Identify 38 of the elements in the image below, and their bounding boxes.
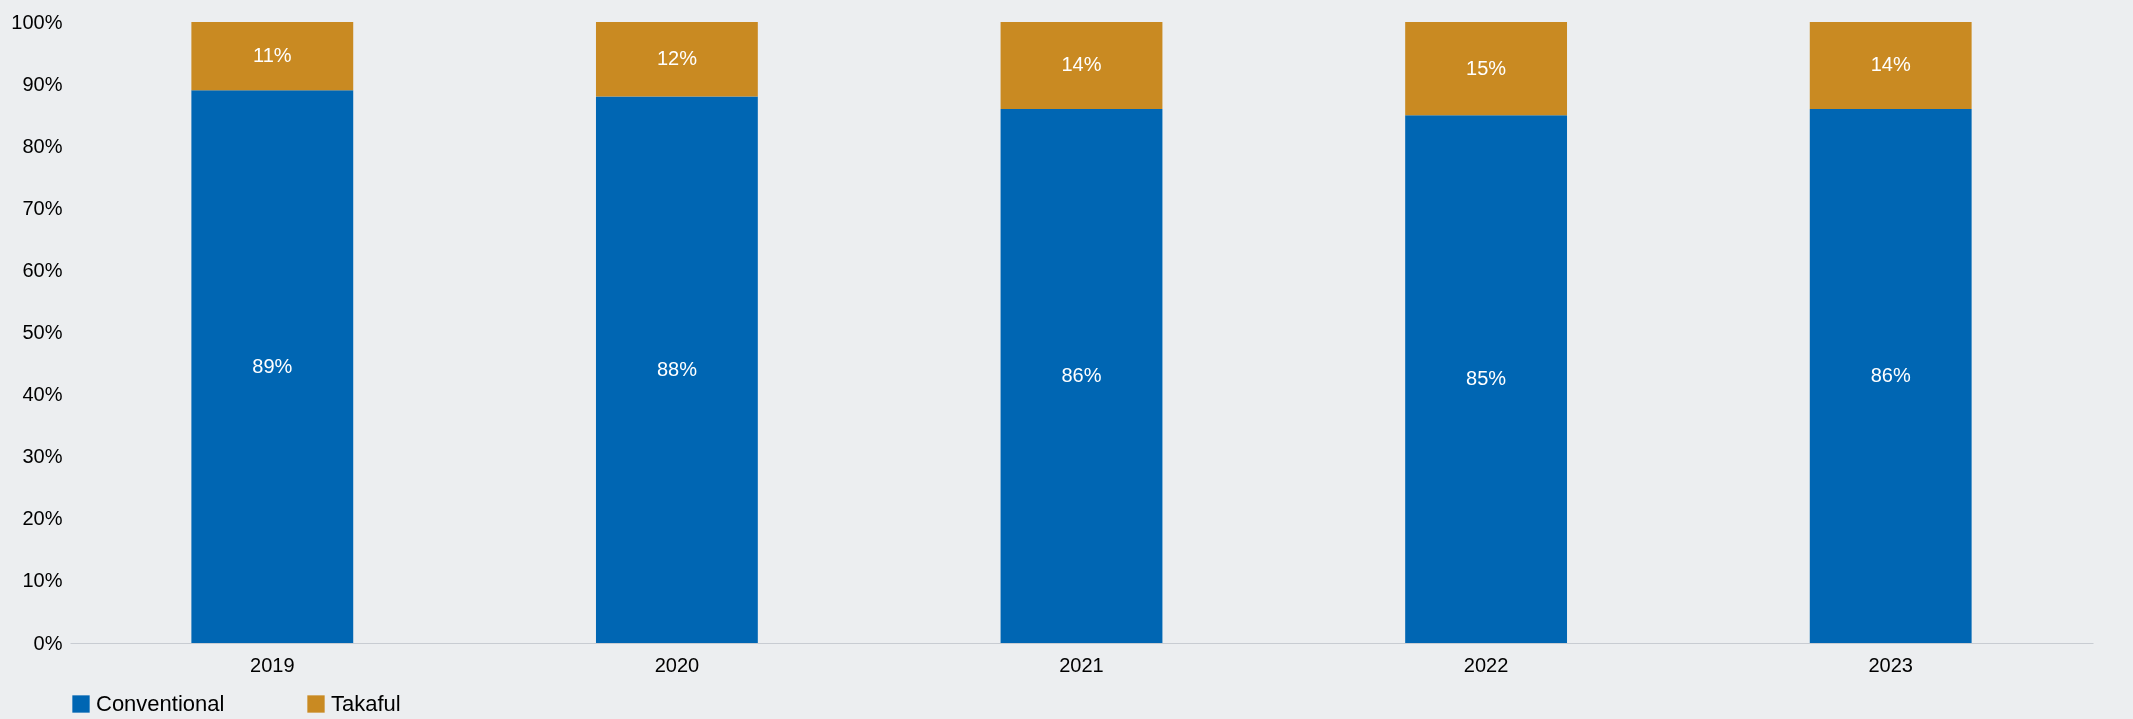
y-tick-label: 40% xyxy=(22,383,63,406)
data-label: 88% xyxy=(656,357,698,380)
y-tick-label: 60% xyxy=(22,258,63,281)
data-label: 14% xyxy=(1061,53,1102,76)
y-tick-label: 50% xyxy=(22,321,63,343)
y-tick-label: 0% xyxy=(33,631,63,654)
x-tick-label: 2022 xyxy=(1463,653,1509,676)
bar xyxy=(1405,115,1568,643)
bar xyxy=(191,22,354,91)
bar xyxy=(1809,108,1972,643)
y-tick-label: 90% xyxy=(22,72,63,95)
bar xyxy=(595,96,758,643)
x-tick-label: 2023 xyxy=(1868,653,1913,676)
data-label: 86% xyxy=(1870,363,1911,386)
y-tick-label: 30% xyxy=(22,445,63,468)
data-label: 11% xyxy=(253,44,292,67)
legend-label: Conventional xyxy=(96,691,225,716)
x-tick-label: 2020 xyxy=(654,653,700,676)
bar xyxy=(1405,22,1568,116)
bar xyxy=(191,90,354,643)
data-label: 85% xyxy=(1466,367,1507,390)
bar xyxy=(595,22,758,97)
data-label: 86% xyxy=(1061,363,1102,386)
y-tick-label: 10% xyxy=(22,569,63,592)
x-tick-label: 2021 xyxy=(1059,653,1104,676)
legend-label: Takaful xyxy=(331,691,401,716)
y-tick-label: 70% xyxy=(22,196,63,219)
bar xyxy=(1000,108,1163,643)
x-tick-label: 2019 xyxy=(250,653,295,676)
y-tick-label: 100% xyxy=(11,10,63,33)
y-tick-label: 80% xyxy=(22,134,63,157)
data-label: 15% xyxy=(1466,56,1507,79)
data-label: 89% xyxy=(252,354,293,377)
bar xyxy=(1000,22,1163,109)
data-label: 12% xyxy=(656,47,698,70)
y-tick-label: 20% xyxy=(22,507,63,530)
bar xyxy=(1809,22,1972,109)
data-label: 14% xyxy=(1870,53,1911,76)
